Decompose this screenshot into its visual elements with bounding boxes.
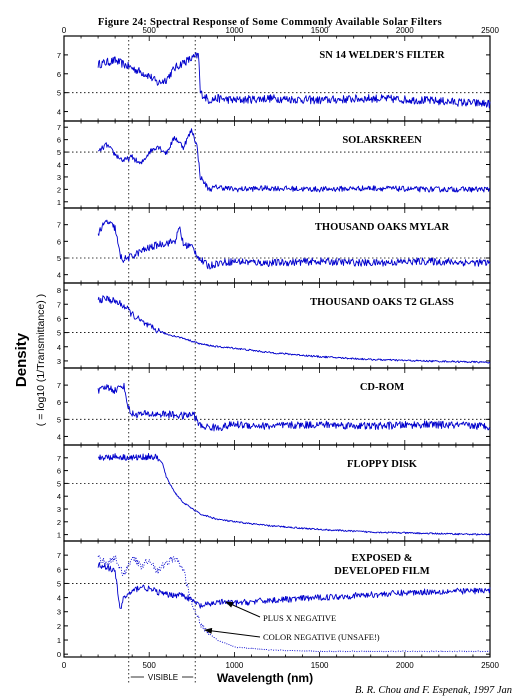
y-tick-label: 7: [57, 123, 61, 132]
panel-title: THOUSAND OAKS T2 GLASS: [310, 297, 454, 308]
annotation-color-negative: COLOR NEGATIVE (UNSAFE!): [263, 632, 380, 642]
y-tick-label: 4: [57, 432, 61, 441]
y-tick-label: 4: [57, 343, 61, 352]
x-tick-label: 2500: [481, 661, 499, 670]
series-line: [98, 128, 491, 193]
y-tick-label: 1: [57, 531, 61, 540]
series-line: [97, 562, 491, 609]
x-tick-label: 500: [143, 661, 157, 670]
y-tick-label: 1: [57, 198, 61, 207]
x-tick-label: 2000: [396, 26, 414, 35]
y-axis-label-sub: ( = log10 (1/Transmittance) ): [35, 294, 47, 426]
y-tick-label: 7: [57, 300, 61, 309]
series-line: [97, 452, 491, 536]
y-tick-label: 2: [57, 622, 61, 631]
y-tick-label: 2: [57, 518, 61, 527]
panel-title: EXPOSED &: [352, 553, 413, 564]
chart-panel: 3 4 5 6 7 8 THOUSAND OAKS T2 GLASS: [57, 282, 491, 369]
x-tick-label: 2500: [481, 26, 499, 35]
panel-title: FLOPPY DISK: [347, 459, 418, 470]
chart-panel: 4 5 6 7 CD-ROM: [57, 367, 491, 446]
y-axis-label-main: Density: [13, 332, 30, 387]
y-tick-label: 6: [57, 398, 61, 407]
y-tick-label: 3: [57, 173, 61, 182]
x-tick-label: 1500: [311, 661, 329, 670]
x-tick-label: 500: [143, 26, 157, 35]
y-tick-label: 6: [57, 136, 61, 145]
y-tick-label: 6: [57, 237, 61, 246]
series-line: [97, 52, 491, 109]
chart-panel: 0 1 2 3 4 5 6 7 0 500 1000 1500 2000 2500 EXPOSED & DEV…: [57, 540, 499, 670]
x-tick-label: 2000: [396, 661, 414, 670]
y-tick-label: 3: [57, 608, 61, 617]
panel-frame: [63, 120, 491, 209]
x-axis-label: Wavelength (nm): [217, 671, 313, 685]
y-tick-label: 4: [57, 594, 61, 603]
series-line-dotted: [97, 554, 491, 653]
credit-text: B. R. Chou and F. Espenak, 1997 Jan: [355, 685, 512, 696]
chart-panel: 1 2 3 4 5 6 7 FLOPPY DISK: [57, 444, 491, 542]
figure-title: Figure 24: Spectral Response of Some Com…: [98, 17, 442, 28]
panel-title: SOLARSKREEN: [342, 135, 422, 146]
bottom-annotations: VISIBLE Wavelength (nm) B. R. Chou and F…: [128, 657, 512, 696]
y-tick-label: 4: [57, 161, 61, 170]
y-tick-label: 5: [57, 329, 61, 338]
y-tick-label: 7: [57, 551, 61, 560]
x-tick-label: 0: [62, 661, 67, 670]
y-tick-label: 3: [57, 505, 61, 514]
y-tick-label: 5: [57, 89, 61, 98]
y-tick-label: 6: [57, 70, 61, 79]
y-tick-label: 5: [57, 479, 61, 488]
y-tick-label: 3: [57, 357, 61, 366]
y-tick-label: 2: [57, 185, 61, 194]
panel-frame: [63, 35, 491, 122]
x-tick-label: 0: [62, 26, 67, 35]
visible-band-label: VISIBLE: [148, 673, 178, 682]
chart-panel: 1 2 3 4 5 6 7 SOLARSKREEN: [57, 120, 491, 209]
panel-title: CD-ROM: [360, 382, 404, 393]
x-tick-label: 1500: [311, 26, 329, 35]
y-tick-label: 5: [57, 254, 61, 263]
panel-frame: [63, 540, 491, 658]
x-tick-label: 1000: [226, 661, 244, 670]
y-tick-label: 5: [57, 148, 61, 157]
panel-title-line2: DEVELOPED FILM: [334, 566, 429, 577]
panel-title: THOUSAND OAKS MYLAR: [315, 222, 450, 233]
series-line: [97, 219, 491, 270]
y-axis-labels: Density ( = log10 (1/Transmittance) ): [13, 294, 47, 426]
annotation-plus-x: PLUS X NEGATIVE: [263, 613, 336, 623]
y-tick-label: 7: [57, 221, 61, 230]
series-line: [97, 382, 491, 432]
y-tick-label: 1: [57, 636, 61, 645]
y-tick-label: 4: [57, 271, 61, 280]
y-tick-label: 4: [57, 492, 61, 501]
y-tick-label: 5: [57, 579, 61, 588]
x-tick-label: 1000: [226, 26, 244, 35]
annotation-arrow: [204, 627, 261, 638]
y-tick-label: 7: [57, 381, 61, 390]
y-tick-label: 6: [57, 565, 61, 574]
panel-title: SN 14 WELDER'S FILTER: [319, 50, 445, 61]
y-tick-label: 6: [57, 314, 61, 323]
panel-frame: [63, 207, 491, 284]
chart-panel: 4 5 6 7 THOUSAND OAKS MYLAR: [57, 207, 491, 284]
y-tick-label: 4: [57, 108, 61, 117]
y-tick-label: 8: [57, 286, 61, 295]
y-tick-label: 7: [57, 51, 61, 60]
chart-panel: 4 5 6 7 0 500 1000 1500 2000 2500 SN 14 WELDER'S F…: [57, 26, 499, 122]
annotation-arrow: [225, 601, 261, 618]
y-tick-label: 0: [57, 650, 61, 659]
y-tick-label: 7: [57, 454, 61, 463]
y-tick-label: 6: [57, 467, 61, 476]
series-line: [97, 295, 491, 364]
y-tick-label: 5: [57, 415, 61, 424]
panel-frame: [63, 282, 491, 369]
